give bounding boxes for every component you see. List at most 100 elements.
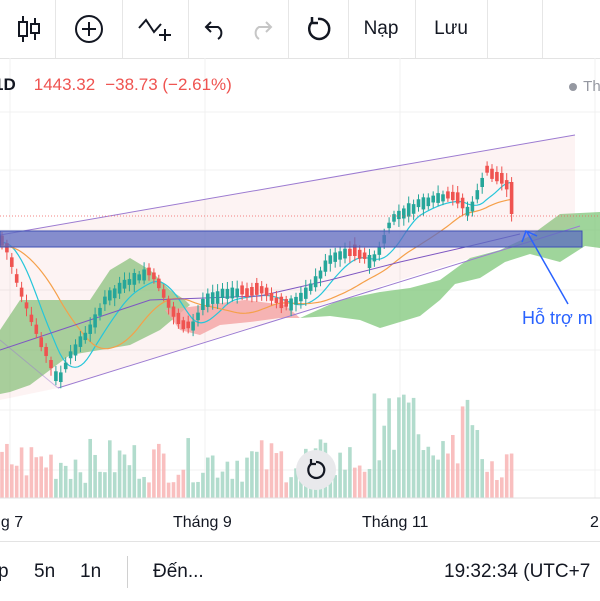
save-button[interactable]: Lưu [434,18,468,39]
volume-bar [225,461,230,498]
candle [68,344,73,365]
volume-bar [284,482,288,498]
volume-bar [357,465,362,498]
volume-bar [504,454,509,498]
candle [255,277,259,303]
volume-bar [98,471,102,498]
candle [274,290,279,309]
volume-bar [377,460,382,498]
last-price: 1443.32 [33,75,96,94]
candle [10,252,14,274]
volume-bar [83,482,88,498]
candle [446,186,450,202]
annotation-arrow [521,229,569,305]
candle [299,286,303,309]
candle [132,268,137,292]
volume-bar [10,464,14,498]
bottom-toolbar: p 5n 1n Đến... 19:32:34 (UTC+7 [0,541,600,601]
volume-bar [171,482,176,498]
timeframe-5n[interactable]: 5n [34,560,56,582]
candle [73,339,78,361]
candle [367,248,372,274]
volume-bar [495,480,499,498]
volume-bar [19,447,24,498]
symbol-legend: 1D 1443.32 −38.73 (−2.61%) [0,74,232,96]
volume-bar [0,451,4,498]
candle [59,365,63,389]
status-dot-icon [569,82,578,91]
market-status: Thị [569,78,600,95]
candle [98,303,102,321]
candle [509,177,514,222]
goto-date-button[interactable]: Đến... [153,560,204,582]
candle [313,268,318,292]
candle [402,205,406,226]
moving-average-long [0,233,521,351]
candle [490,164,494,183]
candle [279,293,284,314]
candle [171,301,176,325]
volume-bar [215,477,220,498]
candle [421,193,426,216]
candle [465,201,470,221]
candle [191,313,195,337]
price-chart[interactable] [0,58,600,540]
volume-bar [142,476,146,498]
candle [426,193,431,210]
volume-bar [54,478,58,498]
reset-icon [307,459,326,480]
volume-bar [436,459,440,498]
volume-bar [34,457,39,498]
candle [142,262,146,285]
volume-bar [73,459,78,498]
candle [338,246,342,267]
volume-bar [122,454,127,498]
volume-bar [59,462,63,498]
volume-bar [441,441,445,498]
candle [88,317,92,342]
volume-bar [245,457,249,498]
volume-bar [152,449,156,498]
timeframe-tf1[interactable]: p [0,560,9,582]
candle [333,247,337,268]
clock-timezone[interactable]: 19:32:34 (UTC+7 [444,560,591,582]
timeframe-1n[interactable]: 1n [80,560,102,582]
volume-bar [166,482,171,498]
candle [235,280,239,304]
reset-chart-button[interactable] [296,450,336,490]
support-annotation[interactable]: Hỗ trợ m [522,308,593,328]
volume-bar [348,447,352,498]
candle [308,279,313,295]
candle [196,305,200,327]
candle [485,161,489,176]
candle [259,281,264,301]
volume-bar [161,453,166,498]
volume-bar [186,438,190,498]
volume-bar [157,443,161,498]
volume-bar [362,471,367,498]
candle [117,276,122,299]
plus-circle-icon[interactable] [58,0,120,58]
volume-bar [269,443,274,498]
candlestick-chart-icon[interactable] [0,0,58,58]
volume-bar [500,477,504,498]
volume-bar [392,449,396,498]
add-indicator-icon[interactable] [124,0,186,58]
undo-icon[interactable] [196,0,236,58]
volume-bar [127,465,132,498]
volume-bar [333,475,337,498]
volume-bar [44,467,48,498]
volume-bar [255,451,259,498]
candle [152,268,156,284]
volume-bar [88,438,92,498]
volume-bar [210,455,215,498]
candle [24,294,29,317]
candle [411,199,416,220]
candle [78,331,83,353]
price-change: −38.73 (−2.61%) [105,75,232,94]
load-button[interactable]: Nạp [363,18,399,39]
candle [157,274,161,292]
volume-bar [250,451,254,498]
interval-label[interactable]: 1D [0,75,16,94]
reload-icon[interactable] [290,0,346,58]
